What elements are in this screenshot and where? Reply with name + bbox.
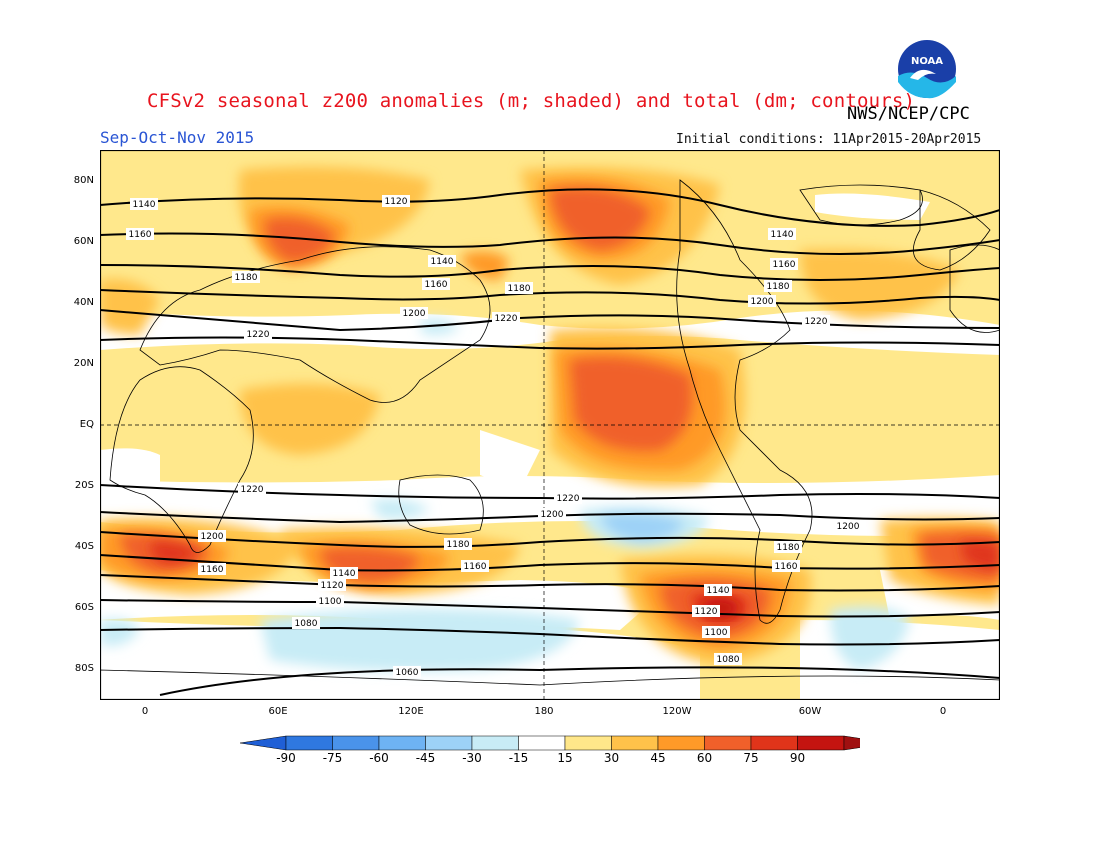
colorbar-cell (332, 735, 380, 751)
colorbar-label: -90 (276, 751, 296, 765)
colorbar-label: -15 (508, 751, 529, 765)
agency-label: NWS/NCEP/CPC (847, 104, 970, 124)
contour-label: 1220 (495, 314, 518, 324)
lat-label-80n: 80N (73, 175, 94, 186)
contour-label: 1140 (771, 230, 794, 240)
contour-label: 1180 (235, 273, 258, 283)
contour-label: 1120 (321, 581, 344, 591)
lat-label-20s: 20S (74, 480, 94, 491)
lon-label-120e: 120E (398, 706, 424, 717)
contour-label: 1160 (425, 280, 448, 290)
colorbar-cell (378, 735, 426, 751)
colorbar-label: -75 (322, 751, 343, 765)
noaa-logo-text: NOAA (911, 56, 943, 67)
contour-label: 1180 (447, 540, 470, 550)
lat-label-60s: 60S (74, 602, 94, 613)
contour-label: 1180 (508, 284, 531, 294)
contour-label: 1220 (241, 485, 264, 495)
colorbar-left-arrow (240, 735, 287, 751)
colorbar-label: 45 (650, 751, 666, 765)
colorbar-cell (425, 735, 473, 751)
colorbar-label: -60 (369, 751, 389, 765)
lat-label-80s: 80S (74, 663, 94, 674)
lat-label-20n: 20N (73, 358, 94, 369)
contour-label: 1120 (695, 607, 718, 617)
contour-label: 1060 (396, 668, 419, 678)
colorbar-label: 90 (789, 751, 806, 765)
colorbar-right-arrow (843, 735, 860, 751)
contour-label: 1160 (201, 565, 224, 575)
noaa-logo: NOAA (897, 39, 957, 99)
contour-label: 1200 (751, 297, 774, 307)
contour-label: 1140 (431, 257, 454, 267)
colorbar-cell (285, 735, 333, 751)
colorbar-cell (797, 735, 845, 751)
lon-label-0: 0 (141, 706, 149, 717)
anomaly-negative (100, 318, 910, 672)
contour-label: 1220 (557, 494, 580, 504)
contour-label: 1140 (133, 200, 156, 210)
lon-label-60e: 60E (268, 706, 288, 717)
colorbar-cell (657, 735, 705, 751)
chart-title: CFSv2 seasonal z200 anomalies (m; shaded… (147, 90, 916, 112)
colorbar-label: -30 (462, 751, 482, 765)
contour-label: 1200 (837, 522, 860, 532)
contour-label: 1220 (247, 330, 270, 340)
contour-label-layer: 1140 1120 1160 1140 1180 1160 1200 1220 … (126, 195, 862, 678)
contour-label: 1160 (775, 562, 798, 572)
lon-label-0-right: 0 (939, 706, 947, 717)
colorbar-label: 60 (696, 751, 713, 765)
colorbar-label: 75 (743, 751, 759, 765)
colorbar-cell (611, 735, 659, 751)
coastlines (100, 179, 1000, 700)
contour-label: 1080 (717, 655, 740, 665)
lat-label-60n: 60N (73, 236, 94, 247)
colorbar-label: 30 (603, 751, 620, 765)
colorbar-label: 15 (557, 751, 573, 765)
contour-label: 1220 (805, 317, 828, 327)
colorbar-cell (704, 735, 752, 751)
season-label: Sep-Oct-Nov 2015 (100, 128, 255, 147)
lon-label-120w: 120W (662, 706, 692, 717)
colorbar-cell (750, 735, 798, 751)
contour-label: 1200 (201, 532, 224, 542)
colorbar-cell (471, 735, 519, 751)
lat-label-eq: EQ (79, 419, 94, 430)
contour-label: 1200 (541, 510, 564, 520)
lon-label-60w: 60W (798, 706, 822, 717)
lat-label-40n: 40N (73, 297, 94, 308)
contour-label: 1180 (777, 543, 800, 553)
contour-label: 1180 (767, 282, 790, 292)
lat-label-40s: 40S (74, 541, 94, 552)
initial-conditions-label: Initial conditions: 11Apr2015-20Apr2015 (676, 132, 982, 147)
contour-label: 1160 (464, 562, 487, 572)
lon-label-180: 180 (534, 706, 554, 717)
colorbar-label: -45 (415, 751, 436, 765)
colorbar-cell (564, 735, 612, 751)
contour-label: 1100 (319, 597, 342, 607)
contour-label: 1200 (403, 309, 426, 319)
contour-label: 1100 (705, 628, 728, 638)
colorbar (240, 735, 860, 751)
contour-label: 1160 (129, 230, 152, 240)
contour-label: 1140 (707, 586, 730, 596)
contour-label: 1160 (773, 260, 796, 270)
contour-label: 1120 (385, 197, 408, 207)
map-frame (100, 150, 1000, 700)
contour-label: 1140 (333, 569, 356, 579)
anomaly-map: 1140 1120 1160 1140 1180 1160 1200 1220 … (100, 150, 1000, 700)
colorbar-cell (518, 735, 566, 751)
contour-label: 1080 (295, 619, 318, 629)
